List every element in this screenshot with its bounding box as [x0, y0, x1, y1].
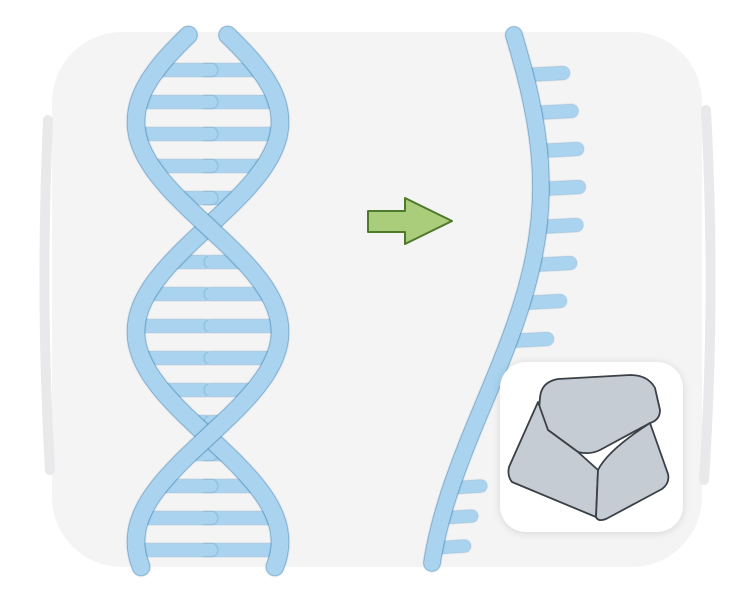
single-strand-backbone: [424, 27, 549, 571]
double-stranded-dna-helix: [127, 26, 289, 576]
helix-strand-a: [127, 26, 289, 576]
keyboard-key-badge: [500, 362, 683, 532]
frame-sketch-left: [39, 115, 55, 475]
right-arrow-icon: [367, 197, 453, 245]
keyboard-key-icon: [507, 374, 670, 522]
helix-strand-b: [127, 26, 289, 576]
frame-sketch-right: [699, 105, 716, 485]
single-stranded-dna: [424, 27, 586, 571]
keycap-front-face: [595, 422, 670, 522]
